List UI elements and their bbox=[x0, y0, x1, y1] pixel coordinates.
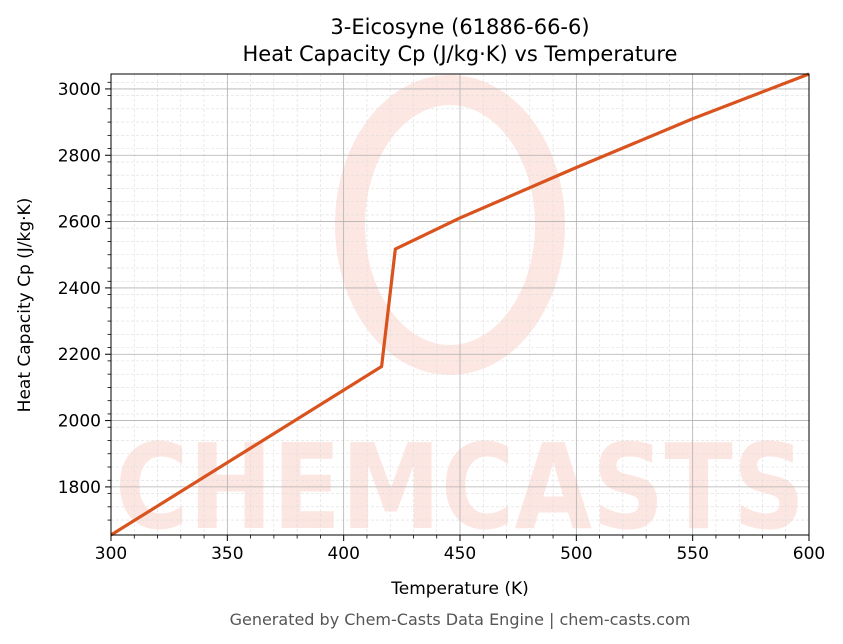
y-tick-label: 3000 bbox=[58, 80, 101, 100]
x-axis-label: Temperature (K) bbox=[390, 579, 529, 599]
x-tick-label: 400 bbox=[327, 544, 359, 564]
axis-ticks: 300 350 400 450 500 550 600 1800 2000 2200 2400 260… bbox=[58, 80, 825, 564]
x-tick-label: 500 bbox=[560, 544, 592, 564]
x-tick-label: 450 bbox=[444, 544, 476, 564]
series-line-cp bbox=[110, 72, 810, 537]
watermark-ring bbox=[335, 75, 565, 375]
y-axis-label: Heat Capacity Cp (J/kg·K) bbox=[15, 198, 35, 413]
y-tick-label: 2800 bbox=[58, 146, 101, 166]
x-tick-label: 300 bbox=[95, 544, 127, 564]
chart-title: 3-Eicosyne (61886-66-6) bbox=[330, 15, 589, 39]
chart-subtitle: Heat Capacity Cp (J/kg·K) vs Temperature bbox=[243, 42, 678, 66]
x-tick-label: 600 bbox=[793, 544, 825, 564]
y-tick-label: 2600 bbox=[58, 213, 101, 233]
grid-lines bbox=[110, 74, 810, 535]
x-tick-label: 550 bbox=[676, 544, 708, 564]
footer-credit: Generated by Chem-Casts Data Engine | ch… bbox=[230, 610, 691, 629]
y-tick-label: 1800 bbox=[58, 478, 101, 498]
y-tick-label: 2200 bbox=[58, 345, 101, 365]
series-layer bbox=[110, 72, 810, 537]
plot-frame bbox=[110, 73, 810, 536]
y-tick-label: 2400 bbox=[58, 279, 101, 299]
x-tick-label: 350 bbox=[211, 544, 243, 564]
y-tick-label: 2000 bbox=[58, 412, 101, 432]
